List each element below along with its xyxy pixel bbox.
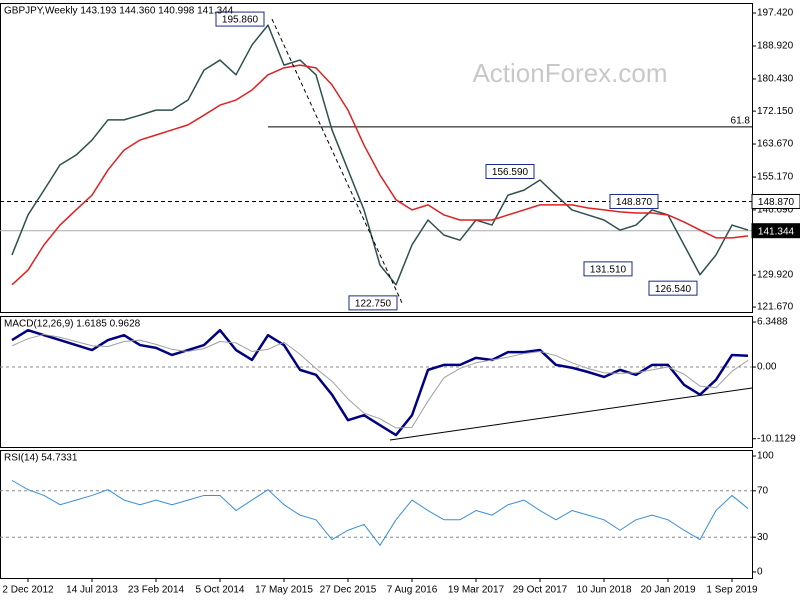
price-label-box xyxy=(583,261,633,277)
panel-frame xyxy=(0,3,753,313)
price-label: 148.870 xyxy=(758,197,795,208)
watermark: ActionForex.com xyxy=(472,58,667,88)
y-tick-label: 163.670 xyxy=(757,139,794,150)
y-tick-label: 197.420 xyxy=(757,8,794,19)
series-line xyxy=(11,333,749,429)
x-tick-label: 20 Jan 2019 xyxy=(640,585,695,596)
x-tick-label: 1 Sep 2019 xyxy=(706,585,758,596)
x-tick-label: 29 Oct 2017 xyxy=(513,585,568,596)
price-label: 148.870 xyxy=(616,197,653,208)
price-label: 126.540 xyxy=(655,284,692,295)
series-line xyxy=(11,24,749,286)
panel-frame xyxy=(0,316,753,448)
price-label-box xyxy=(648,280,698,296)
y-tick-label: 121.670 xyxy=(757,302,794,313)
x-tick-label: 27 Dec 2015 xyxy=(320,585,377,596)
x-tick-label: 14 Jul 2013 xyxy=(66,585,118,596)
panel-frame xyxy=(0,450,753,579)
y-tick-label: 129.920 xyxy=(757,270,794,281)
x-tick-label: 2 Dec 2012 xyxy=(2,585,54,596)
price-label: 131.510 xyxy=(590,265,627,276)
price-label: 195.860 xyxy=(222,15,259,26)
y-tick-label: 155.170 xyxy=(757,172,794,183)
x-tick-label: 5 Oct 2014 xyxy=(196,585,245,596)
y-tick-label: 6.3488 xyxy=(757,317,788,328)
y-tick-label: 172.150 xyxy=(757,106,794,117)
y-tick-label: -10.1129 xyxy=(757,433,796,444)
y-tick-label: 0.00 xyxy=(757,362,777,373)
panel-title: GBPJPY,Weekly 143.193 144.360 140.998 14… xyxy=(4,6,234,17)
y-tick-label: 70 xyxy=(757,485,769,496)
y-tick-label: 146.690 xyxy=(757,205,794,216)
x-tick-label: 19 Mar 2017 xyxy=(448,585,505,596)
price-label-box xyxy=(215,11,265,27)
price-label: 122.750 xyxy=(355,299,392,310)
y-tick-label: 0 xyxy=(757,567,763,578)
y-tick-label: 180.430 xyxy=(757,74,794,85)
x-tick-label: 10 Jun 2018 xyxy=(576,585,631,596)
price-label-box xyxy=(751,223,800,239)
price-label-box xyxy=(485,164,535,180)
price-label-box xyxy=(751,193,800,209)
price-label-box xyxy=(609,193,659,209)
series-line xyxy=(11,328,749,437)
x-tick-label: 17 May 2015 xyxy=(255,585,313,596)
panel-title: RSI(14) 54.7331 xyxy=(4,453,78,464)
fib-label: 61.8 xyxy=(731,115,751,126)
price-label-box xyxy=(348,295,398,311)
trend-line xyxy=(389,387,753,441)
y-tick-label: 100 xyxy=(757,451,774,462)
panel-title: MACD(12,26,9) 1.6185 0.9628 xyxy=(4,319,141,330)
series-line xyxy=(11,479,749,546)
x-tick-label: 7 Aug 2016 xyxy=(387,585,438,596)
series-line xyxy=(11,64,749,286)
price-label: 156.590 xyxy=(492,167,529,178)
x-tick-label: 23 Feb 2014 xyxy=(128,585,185,596)
y-tick-label: 188.920 xyxy=(757,41,794,52)
price-label: 141.344 xyxy=(758,226,795,237)
trend-line xyxy=(271,18,403,304)
y-tick-label: 30 xyxy=(757,532,769,543)
